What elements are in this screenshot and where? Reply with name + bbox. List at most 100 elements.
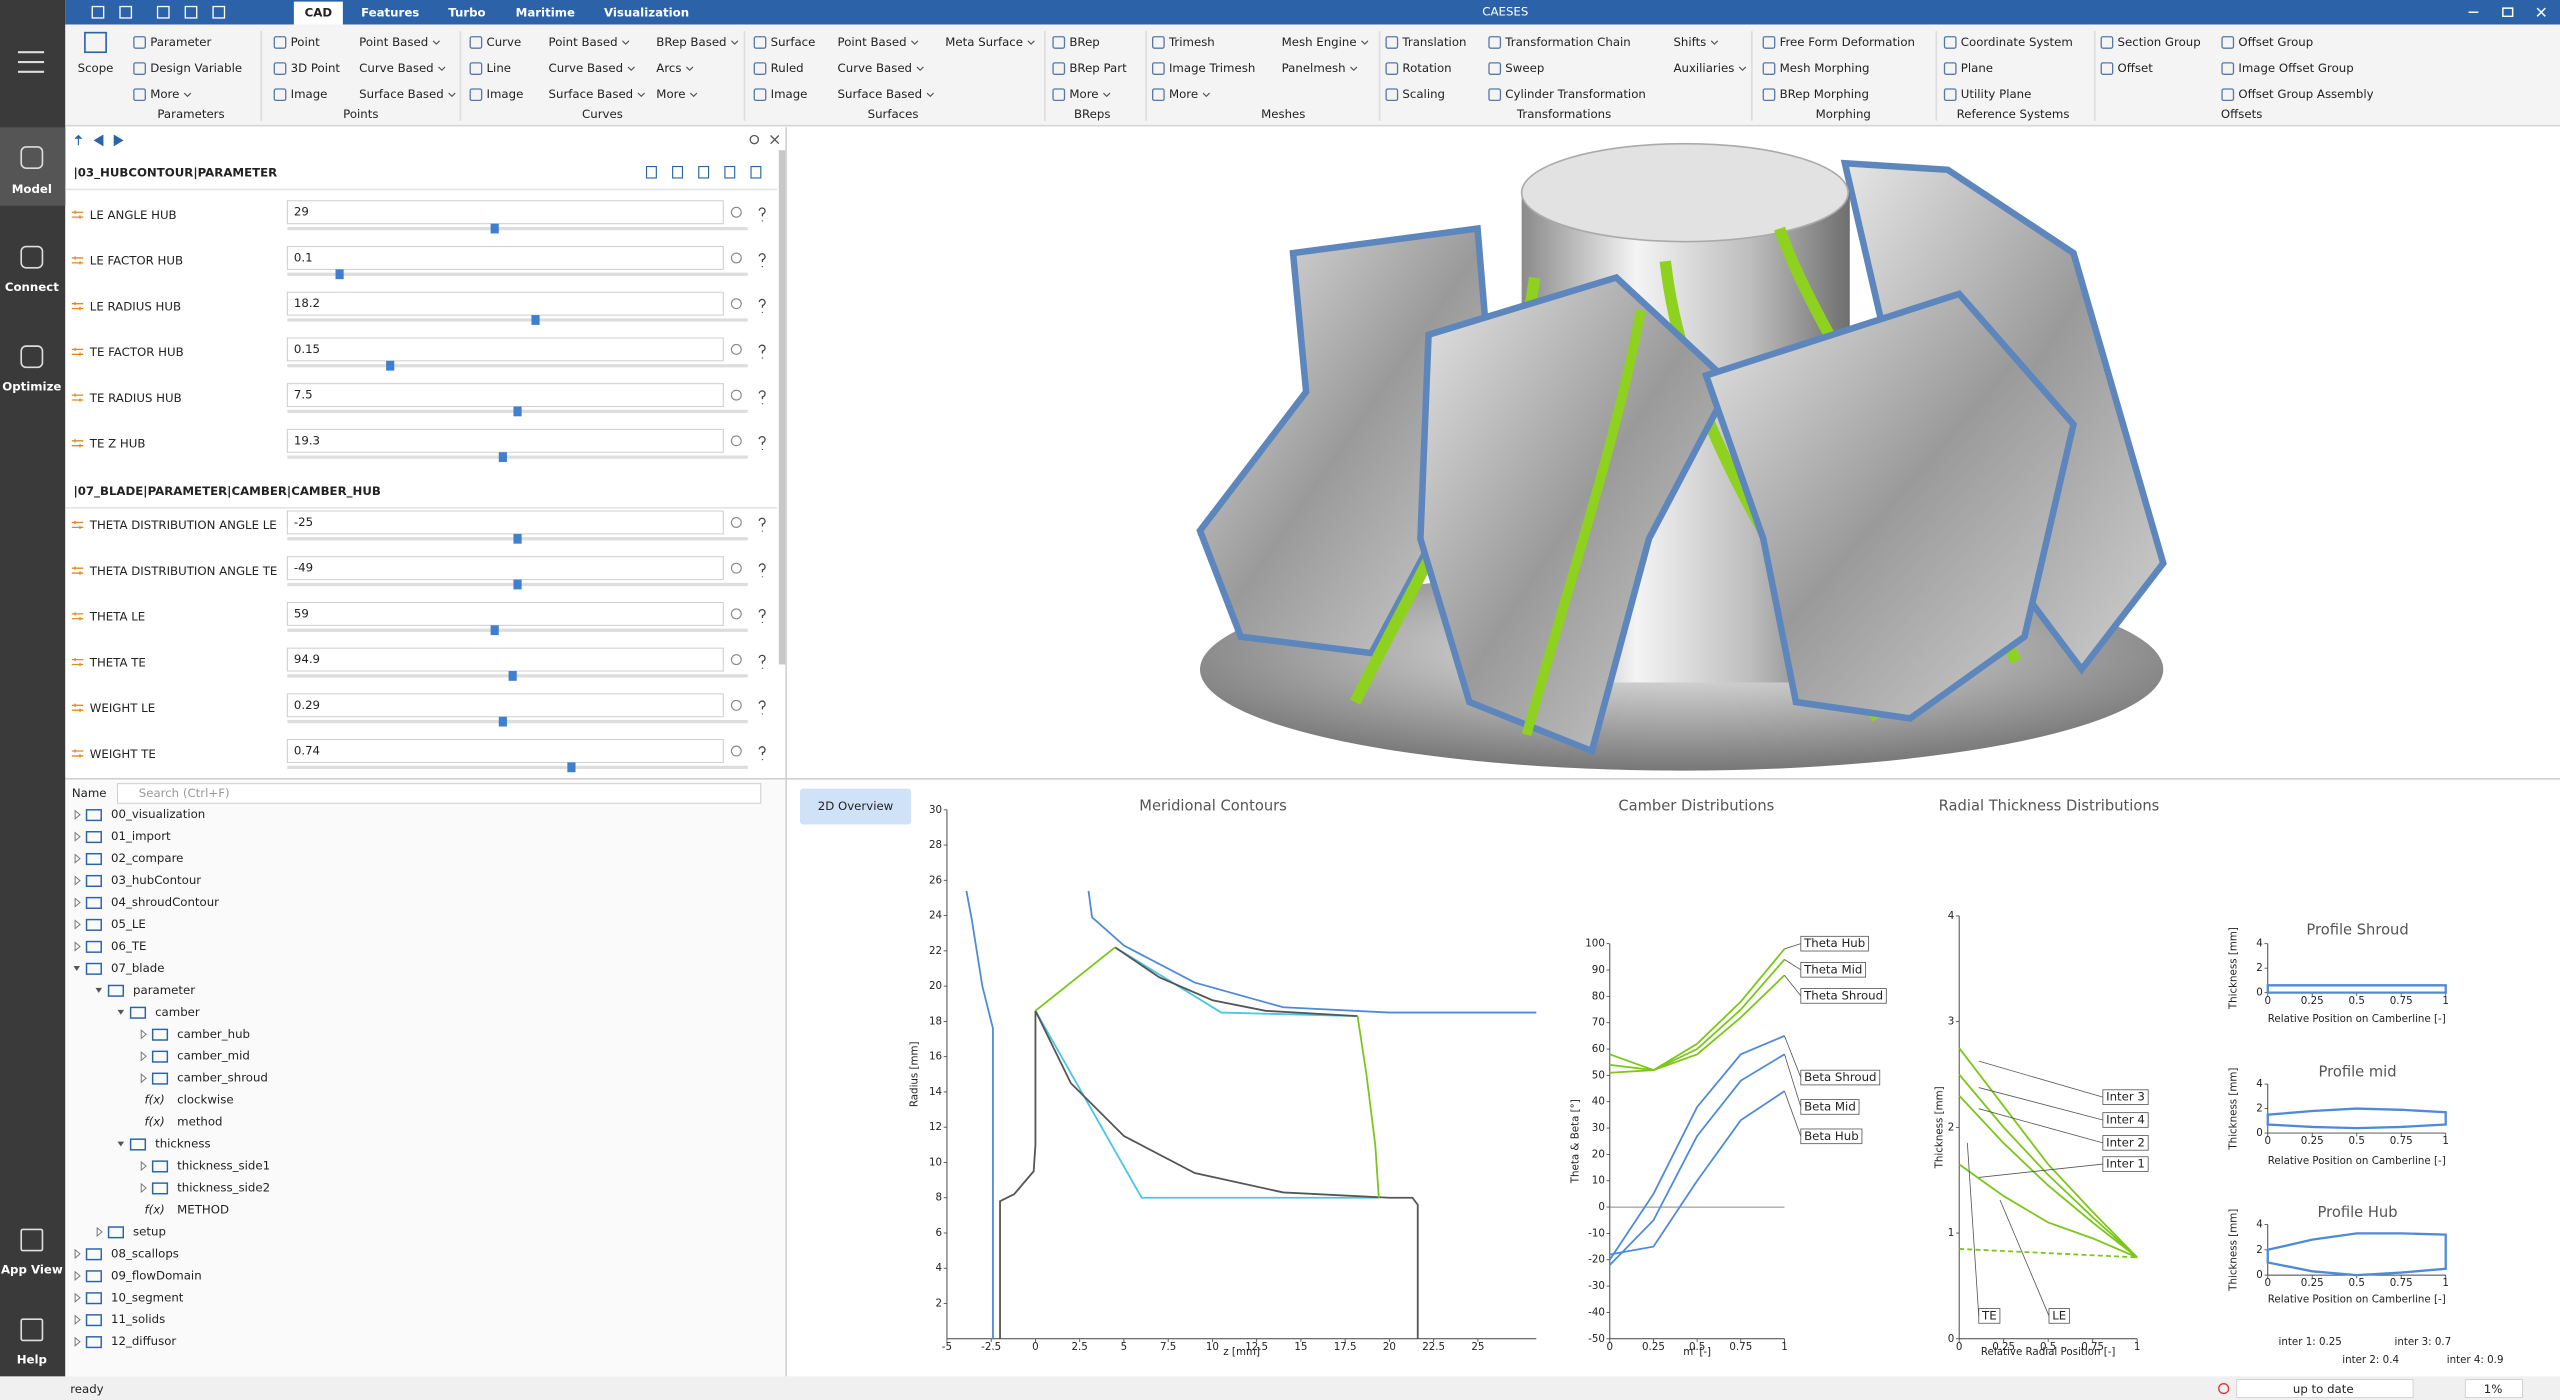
- tree-item[interactable]: camber_hub: [177, 1027, 250, 1041]
- tree-item[interactable]: 12_diffusor: [111, 1334, 176, 1348]
- tree-item[interactable]: setup: [133, 1224, 166, 1238]
- ribbon-button[interactable]: Free Form Deformation: [1780, 35, 1915, 49]
- sidebar-item[interactable]: App View: [1, 1263, 63, 1277]
- ribbon-tab[interactable]: Features: [361, 6, 419, 20]
- ribbon-button[interactable]: Design Variable: [150, 61, 242, 75]
- ribbon-button[interactable]: Panelmesh: [1282, 61, 1346, 75]
- ribbon-button[interactable]: Trimesh: [1168, 35, 1215, 49]
- ribbon-button[interactable]: Ruled: [771, 61, 804, 75]
- ribbon-button[interactable]: More: [150, 87, 179, 101]
- slider-handle[interactable]: [490, 223, 499, 234]
- ribbon-button[interactable]: BRep Morphing: [1780, 87, 1869, 101]
- ribbon-button[interactable]: Plane: [1961, 61, 1993, 75]
- slider-handle[interactable]: [508, 671, 517, 681]
- ribbon-button[interactable]: Surface Based: [359, 87, 444, 101]
- ribbon-button[interactable]: Mesh Morphing: [1780, 61, 1870, 75]
- ribbon-button[interactable]: Offset: [2118, 61, 2154, 75]
- value-input[interactable]: [286, 383, 724, 408]
- tree-item[interactable]: 10_segment: [111, 1290, 184, 1304]
- tree-item[interactable]: 08_scallops: [111, 1246, 179, 1260]
- ribbon-button[interactable]: Surface Based: [549, 87, 634, 101]
- tree-item[interactable]: 06_TE: [111, 939, 146, 953]
- ribbon-tab[interactable]: Visualization: [604, 6, 689, 20]
- tree-item[interactable]: thickness_side1: [177, 1159, 270, 1173]
- sidebar-item[interactable]: Connect: [5, 280, 59, 294]
- ribbon-button[interactable]: Image: [291, 87, 328, 101]
- ribbon-button[interactable]: Arcs: [656, 61, 681, 75]
- slider-handle[interactable]: [513, 533, 522, 544]
- tree-item[interactable]: thickness_side2: [177, 1181, 270, 1195]
- tree-item[interactable]: 11_solids: [111, 1312, 165, 1326]
- ribbon-button[interactable]: Mesh Engine: [1282, 35, 1357, 49]
- ribbon-button[interactable]: More: [1069, 87, 1098, 101]
- value-input[interactable]: [286, 291, 724, 316]
- ribbon-button[interactable]: Line: [487, 61, 512, 75]
- ribbon-button[interactable]: Cylinder Transformation: [1505, 87, 1646, 101]
- ribbon-button[interactable]: Point: [291, 35, 321, 49]
- ribbon-button[interactable]: Shifts: [1673, 35, 1706, 49]
- ribbon-button[interactable]: Image: [771, 87, 808, 101]
- ribbon-button[interactable]: More: [1169, 87, 1198, 101]
- slider-handle[interactable]: [335, 269, 344, 280]
- viewport-3d[interactable]: [1196, 142, 2167, 771]
- slider-handle[interactable]: [513, 406, 522, 417]
- sidebar-item[interactable]: Model: [12, 182, 52, 196]
- ribbon-button[interactable]: Image Trimesh: [1169, 61, 1255, 75]
- tree-item[interactable]: 01_import: [111, 829, 171, 843]
- ribbon-button[interactable]: Offset Group: [2238, 35, 2313, 49]
- slider-handle[interactable]: [490, 625, 499, 636]
- ribbon-button[interactable]: Image Offset Group: [2238, 61, 2353, 75]
- value-input[interactable]: [286, 200, 724, 225]
- ribbon-button[interactable]: Auxiliaries: [1673, 61, 1734, 75]
- ribbon-button[interactable]: Section Group: [2118, 35, 2201, 49]
- value-input[interactable]: [286, 337, 724, 362]
- slider-handle[interactable]: [498, 452, 507, 463]
- tree-item[interactable]: 03_hubContour: [111, 873, 201, 887]
- sidebar-item[interactable]: Help: [17, 1352, 47, 1366]
- ribbon-button[interactable]: BRep: [1069, 35, 1099, 49]
- ribbon-button[interactable]: Scope: [78, 61, 114, 75]
- tree-item[interactable]: 07_blade: [111, 961, 164, 975]
- ribbon-button[interactable]: 3D Point: [291, 61, 341, 75]
- ribbon-button[interactable]: Curve Based: [359, 61, 433, 75]
- value-input[interactable]: [286, 556, 724, 581]
- ribbon-button[interactable]: Point Based: [549, 35, 618, 49]
- slider-handle[interactable]: [513, 579, 522, 590]
- ribbon-tab[interactable]: CAD: [305, 6, 333, 20]
- ribbon-tab[interactable]: Maritime: [516, 6, 575, 20]
- tree-item[interactable]: parameter: [133, 983, 195, 997]
- tree-item[interactable]: 09_flowDomain: [111, 1268, 202, 1282]
- tree-item[interactable]: method: [177, 1115, 222, 1129]
- value-input[interactable]: [286, 428, 724, 453]
- tree-item[interactable]: camber_shroud: [177, 1071, 268, 1085]
- ribbon-button[interactable]: Curve: [487, 35, 522, 49]
- value-input[interactable]: [286, 510, 724, 535]
- ribbon-button[interactable]: Offset Group Assembly: [2238, 87, 2373, 101]
- ribbon-button[interactable]: Sweep: [1505, 61, 1544, 75]
- ribbon-tab[interactable]: Turbo: [448, 6, 485, 20]
- ribbon-button[interactable]: Parameter: [150, 35, 211, 49]
- ribbon-button[interactable]: Coordinate System: [1961, 35, 2073, 49]
- ribbon-button[interactable]: Scaling: [1402, 87, 1445, 101]
- value-input[interactable]: [286, 246, 724, 270]
- tree-item[interactable]: camber: [155, 1005, 200, 1019]
- ribbon-button[interactable]: Surface Based: [838, 87, 923, 101]
- ribbon-button[interactable]: Point Based: [838, 35, 907, 49]
- ribbon-button[interactable]: More: [656, 87, 685, 101]
- tree-item[interactable]: 00_visualization: [111, 807, 205, 821]
- search-box[interactable]: [117, 783, 762, 804]
- value-input[interactable]: [286, 693, 724, 718]
- ribbon-button[interactable]: Point Based: [359, 35, 428, 49]
- ribbon-button[interactable]: Translation: [1401, 35, 1466, 49]
- slider-handle[interactable]: [531, 315, 540, 325]
- slider-handle[interactable]: [498, 716, 507, 727]
- tree-item[interactable]: thickness: [155, 1137, 211, 1151]
- sidebar-item[interactable]: Optimize: [2, 379, 61, 393]
- tree-item[interactable]: clockwise: [177, 1093, 233, 1107]
- tree-item[interactable]: 04_shroudContour: [111, 895, 219, 909]
- tree-item[interactable]: camber_mid: [177, 1049, 250, 1063]
- ribbon-button[interactable]: Image: [487, 87, 524, 101]
- value-input[interactable]: [286, 739, 724, 763]
- ribbon-button[interactable]: Meta Surface: [945, 35, 1023, 49]
- tree-item[interactable]: 02_compare: [111, 851, 183, 865]
